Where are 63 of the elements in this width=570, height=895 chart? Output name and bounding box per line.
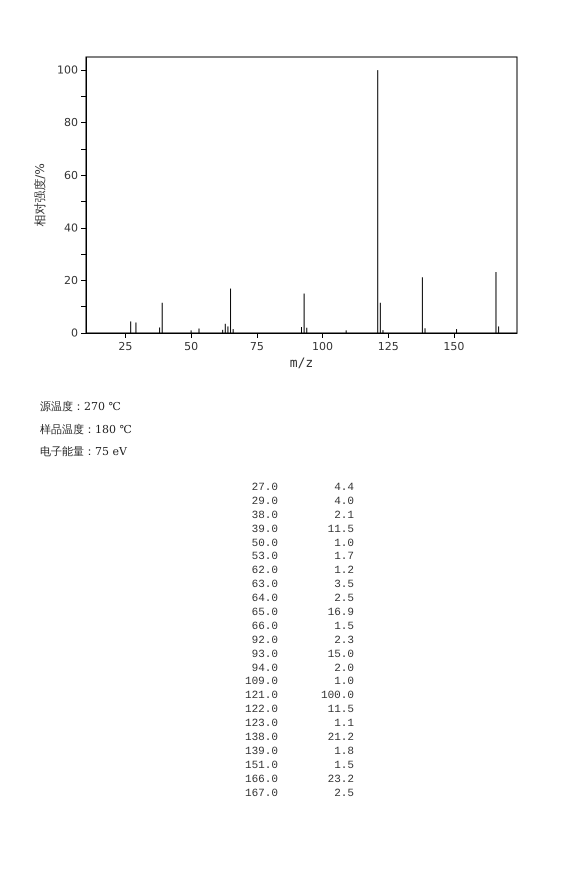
text: 1.8 xyxy=(334,746,354,758)
category-label: 64.0 xyxy=(250,592,278,606)
text: 23.2 xyxy=(328,774,354,786)
text: 1.5 xyxy=(334,760,354,772)
text: 1.0 xyxy=(334,538,354,550)
category-label: 63.0 xyxy=(250,578,278,592)
text: 2.5 xyxy=(334,788,354,800)
y-tick-label: 0 xyxy=(71,326,78,340)
text: 2.0 xyxy=(334,662,354,675)
category-label: 38.0 xyxy=(250,508,278,523)
x-axis-title: m/z xyxy=(290,356,314,371)
y-tick-label: 60 xyxy=(64,168,78,182)
text: 3.5 xyxy=(334,579,354,592)
category-label: 122.0 xyxy=(244,703,278,718)
text: 1.0 xyxy=(334,676,354,688)
category-label: 139.0 xyxy=(244,744,278,759)
category-label: 94.0 xyxy=(250,662,278,676)
category-label: 109.0 xyxy=(244,675,278,690)
text: 4.4 xyxy=(334,482,354,494)
text: 2.5 xyxy=(334,593,354,606)
text: 2.1 xyxy=(334,510,354,522)
text: 11.5 xyxy=(328,524,354,536)
category-label: 151.0 xyxy=(244,758,278,773)
text: 11.5 xyxy=(328,704,354,716)
category-label: 27.0 xyxy=(250,481,278,495)
text: 样品温度：180 ℃ xyxy=(40,422,132,438)
text: 1.2 xyxy=(334,565,354,578)
y-tick-label: 20 xyxy=(64,274,78,287)
category-label: 39.0 xyxy=(250,522,278,537)
text: 21.2 xyxy=(328,732,354,744)
y-tick-label: 40 xyxy=(64,221,78,234)
text: 1.1 xyxy=(334,718,354,730)
y-tick-label: 80 xyxy=(64,116,78,130)
category-label: 50.0 xyxy=(250,536,278,550)
category-label: 167.0 xyxy=(244,786,278,800)
y-tick-label: 100 xyxy=(57,64,78,77)
x-tick-label: 100 xyxy=(312,340,334,353)
x-tick-label: 125 xyxy=(378,340,399,353)
category-label: 65.0 xyxy=(250,606,278,620)
category-label: 138.0 xyxy=(244,731,278,745)
y-axis-title: 相对强度/% xyxy=(33,163,48,227)
text: 100.0 xyxy=(320,690,354,702)
text: 1.5 xyxy=(334,620,354,633)
x-tick-label: 50 xyxy=(184,340,198,353)
category-label: 53.0 xyxy=(250,550,278,564)
text: 15.0 xyxy=(328,648,354,661)
text: 电子能量：75 eV xyxy=(40,444,128,460)
category-label: 93.0 xyxy=(250,648,278,662)
text: 2.3 xyxy=(334,634,354,647)
category-label: 92.0 xyxy=(250,634,278,648)
text: 16.9 xyxy=(328,606,354,619)
text: 源温度：270 ℃ xyxy=(40,399,122,415)
text: 4.0 xyxy=(334,496,354,508)
x-tick-label: 75 xyxy=(250,340,264,353)
category-label: 166.0 xyxy=(244,772,278,787)
x-tick-label: 150 xyxy=(443,340,464,353)
category-label: 121.0 xyxy=(244,689,278,704)
text: 1.7 xyxy=(334,551,354,564)
category-label: 123.0 xyxy=(244,717,278,732)
category-label: 62.0 xyxy=(250,564,278,578)
x-tick-label: 25 xyxy=(118,340,132,353)
category-label: 66.0 xyxy=(250,620,278,634)
category-label: 29.0 xyxy=(250,494,278,509)
